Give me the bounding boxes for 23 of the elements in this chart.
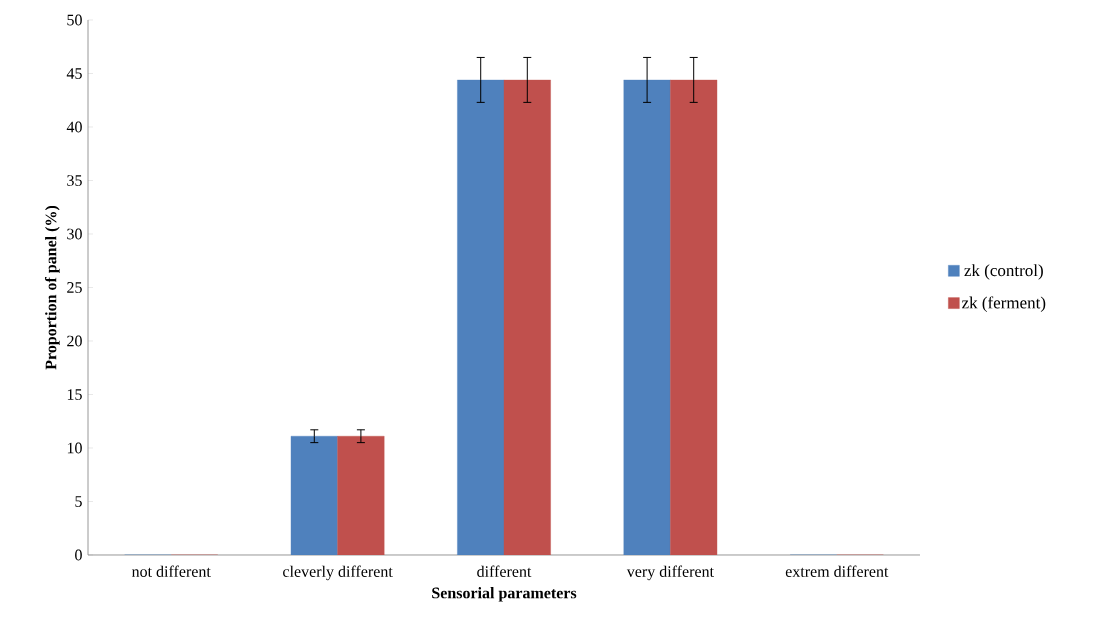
legend-label: zk (control) bbox=[964, 264, 1043, 280]
y-tick-label: 30 bbox=[67, 228, 82, 240]
bar bbox=[670, 79, 718, 555]
legend-label: zk (ferment) bbox=[962, 296, 1046, 312]
x-axis-title: Sensorial parameters bbox=[432, 587, 577, 602]
y-tick-label: 45 bbox=[66, 68, 82, 79]
x-tick-label: different bbox=[477, 565, 532, 577]
bar bbox=[337, 436, 385, 555]
bar bbox=[503, 79, 551, 555]
y-tick-label: 10 bbox=[67, 442, 82, 454]
x-tick-label: cleverly different bbox=[283, 565, 393, 581]
y-tick-label: 25 bbox=[67, 282, 82, 293]
y-tick-label: 15 bbox=[67, 389, 82, 400]
y-tick-label: 50 bbox=[67, 14, 82, 26]
y-tick-label: 5 bbox=[75, 496, 82, 507]
x-tick-label: extrem different bbox=[785, 565, 889, 577]
y-axis-title: Proportion of panel (%) bbox=[44, 205, 60, 370]
x-tick-label: very different bbox=[626, 565, 714, 581]
y-tick-label: 35 bbox=[67, 175, 82, 186]
y-tick-label: 0 bbox=[75, 549, 82, 561]
y-tick-label: 40 bbox=[66, 121, 82, 133]
y-tick-label: 20 bbox=[67, 335, 82, 347]
x-tick-label: not different bbox=[131, 565, 211, 577]
